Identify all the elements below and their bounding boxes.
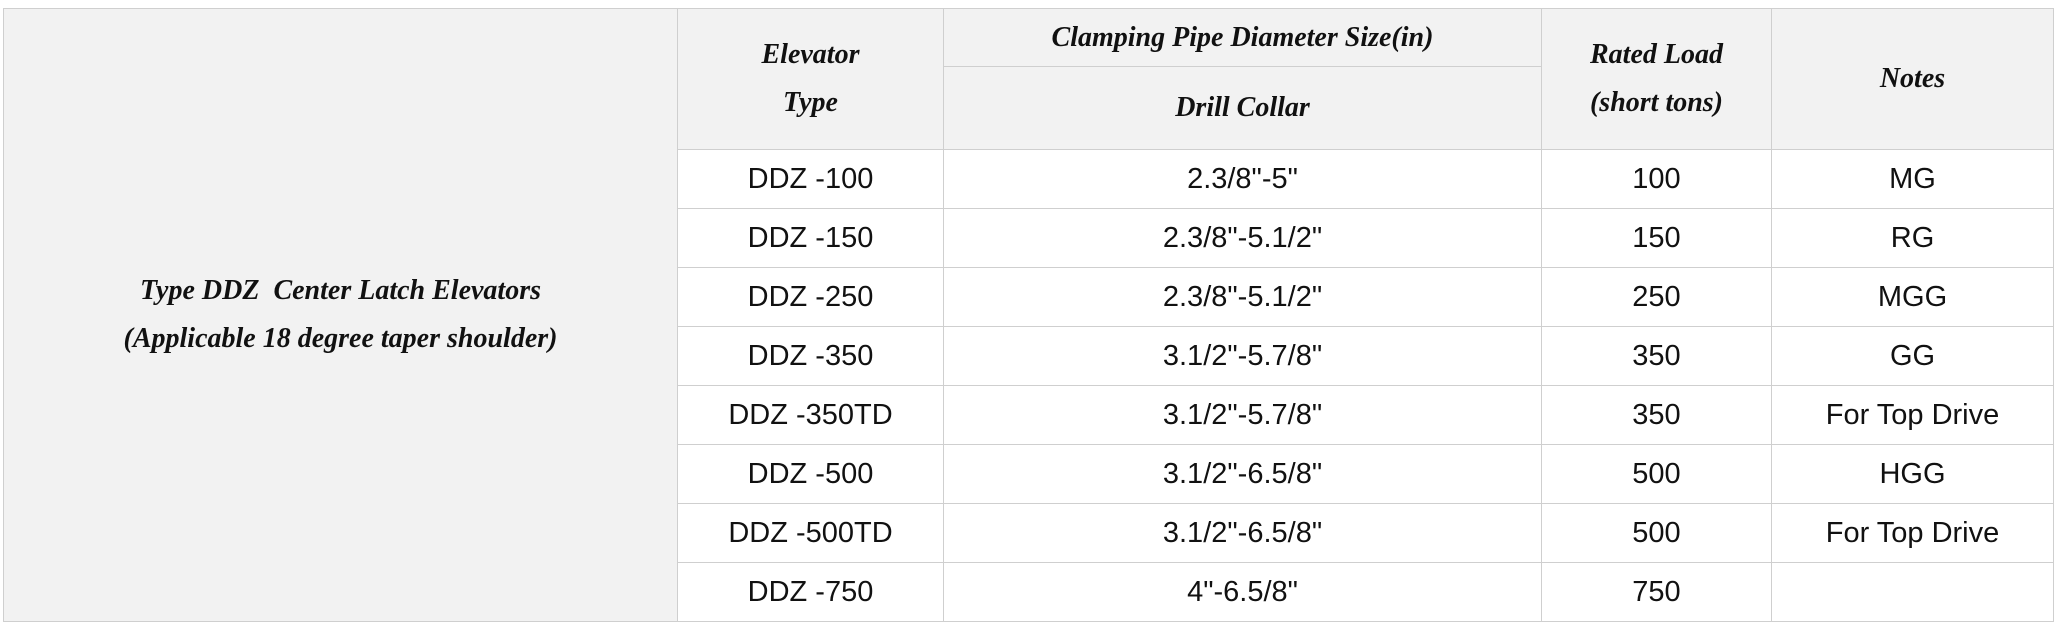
data-cell bbox=[1771, 562, 2054, 622]
data-cell: HGG bbox=[1771, 444, 2054, 504]
data-cell: GG bbox=[1771, 326, 2054, 386]
header-line: Type bbox=[783, 87, 838, 118]
header-cell: Notes bbox=[1771, 8, 2054, 150]
data-row: DDZ -500TD 3.1/2"-6.5/8" 500 For Top Drive bbox=[4, 503, 2054, 563]
data-cell: 2.3/8"-5.1/2" bbox=[943, 267, 1542, 327]
data-cell: RG bbox=[1771, 208, 2054, 268]
data-cell: 2.3/8"-5" bbox=[943, 149, 1542, 209]
header-text: Notes bbox=[1879, 63, 1946, 94]
data-cell: DDZ -500TD bbox=[677, 503, 944, 563]
header-line: Rated Load bbox=[1590, 39, 1723, 70]
data-cell: 350 bbox=[1541, 326, 1772, 386]
data-cell: For Top Drive bbox=[1771, 385, 2054, 445]
data-cell: 3.1/2"-6.5/8" bbox=[943, 503, 1542, 563]
data-cell: 750 bbox=[1541, 562, 1772, 622]
header-line: Elevator bbox=[761, 39, 860, 70]
header-cell: Elevator Type bbox=[677, 8, 944, 150]
data-cell: 250 bbox=[1541, 267, 1772, 327]
data-cell: 4"-6.5/8" bbox=[943, 562, 1542, 622]
data-cell: DDZ -350TD bbox=[677, 385, 944, 445]
data-row: DDZ -350TD 3.1/2"-5.7/8" 350 For Top Drive bbox=[4, 385, 2054, 445]
data-cell: DDZ -250 bbox=[677, 267, 944, 327]
data-cell: 500 bbox=[1541, 444, 1772, 504]
data-row: DDZ -350 3.1/2"-5.7/8" 350 GG bbox=[4, 326, 2054, 386]
data-row: DDZ -150 2.3/8"-5.1/2" 150 RG bbox=[4, 208, 2054, 268]
header-cell: Clamping Pipe Diameter Size(in) bbox=[943, 8, 1542, 67]
caption-cell: Type DDZ Center Latch Elevators (Applica… bbox=[3, 8, 678, 622]
header-line: (short tons) bbox=[1589, 87, 1724, 118]
data-row: DDZ -750 4"-6.5/8" 750 bbox=[4, 562, 2054, 622]
header-text: Clamping Pipe Diameter Size(in) bbox=[1051, 21, 1434, 53]
data-row: DDZ -250 2.3/8"-5.1/2" 250 MGG bbox=[4, 267, 2054, 327]
header-row: Drill Collar bbox=[4, 66, 2054, 150]
data-cell: DDZ -350 bbox=[677, 326, 944, 386]
data-cell: 3.1/2"-5.7/8" bbox=[943, 326, 1542, 386]
header-row: Type DDZ Center Latch Elevators (Applica… bbox=[3, 8, 2054, 622]
data-cell: 150 bbox=[1541, 208, 1772, 268]
header-cell: Rated Load (short tons) bbox=[1541, 8, 1772, 150]
data-cell: 350 bbox=[1541, 385, 1772, 445]
data-cell: DDZ -150 bbox=[677, 208, 944, 268]
data-cell: MG bbox=[1771, 149, 2054, 209]
data-cell: 500 bbox=[1541, 503, 1772, 563]
data-cell: 2.3/8"-5.1/2" bbox=[943, 208, 1542, 268]
data-cell: 100 bbox=[1541, 149, 1772, 209]
data-cell: DDZ -500 bbox=[677, 444, 944, 504]
data-cell: DDZ -750 bbox=[677, 562, 944, 622]
data-cell: MGG bbox=[1771, 267, 2054, 327]
header-cell: Drill Collar bbox=[943, 66, 1542, 150]
data-row: DDZ -500 3.1/2"-6.5/8" 500 HGG bbox=[4, 444, 2054, 504]
caption-line: (Applicable 18 degree taper shoulder) bbox=[123, 323, 558, 354]
data-cell: For Top Drive bbox=[1771, 503, 2054, 563]
data-cell: 3.1/2"-6.5/8" bbox=[943, 444, 1542, 504]
data-cell: DDZ -100 bbox=[677, 149, 944, 209]
elevator-table: Type DDZ Center Latch Elevators (Applica… bbox=[3, 8, 2054, 622]
data-cell: 3.1/2"-5.7/8" bbox=[943, 385, 1542, 445]
header-text: Drill Collar bbox=[1175, 92, 1310, 123]
caption-line: Type DDZ Center Latch Elevators bbox=[139, 275, 541, 306]
